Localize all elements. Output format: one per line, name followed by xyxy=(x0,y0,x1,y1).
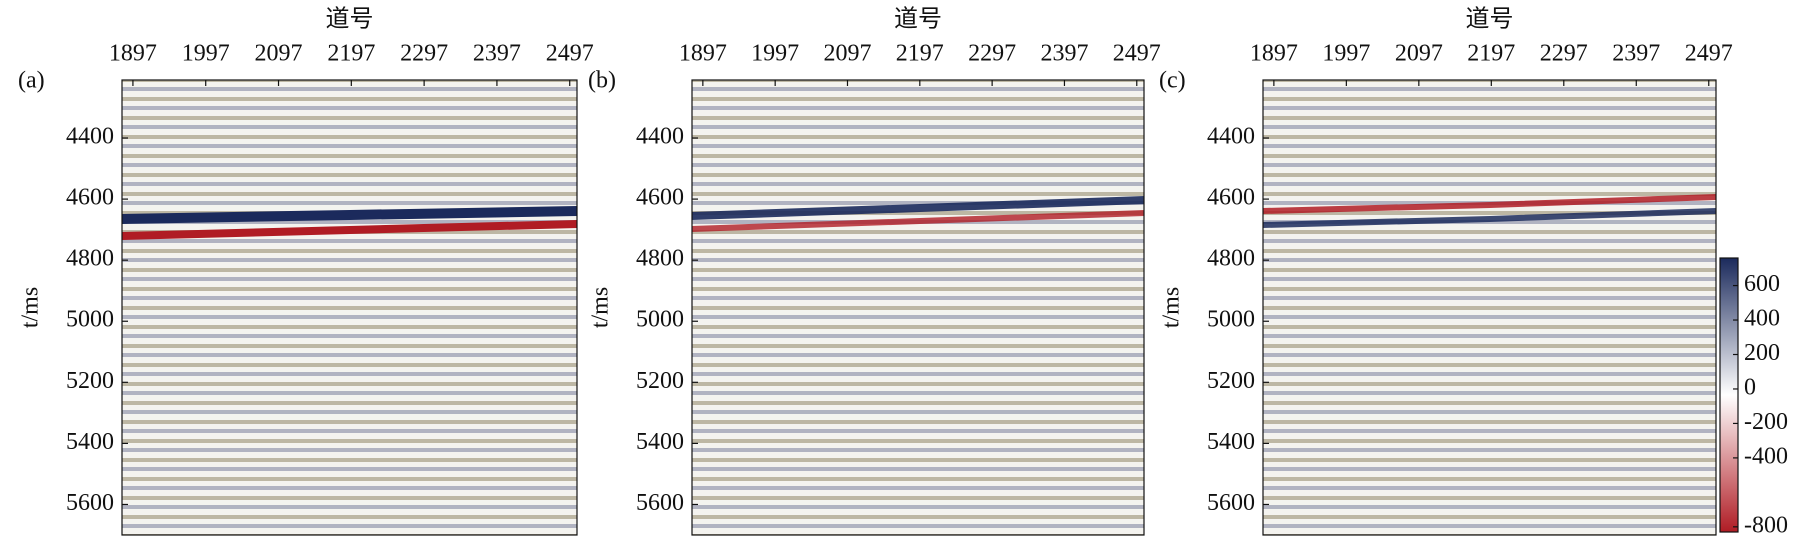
y-tick-label: 5000 xyxy=(636,307,684,333)
y-tick-label: 5200 xyxy=(66,368,114,394)
x-tick-label: 2497 xyxy=(546,41,594,67)
x-tick-label: 2297 xyxy=(968,41,1016,67)
colorbar-tick-label: -200 xyxy=(1744,409,1788,435)
strong-reflector xyxy=(122,206,577,224)
seismic-image xyxy=(1263,80,1716,535)
y-tick-label: 5000 xyxy=(66,307,114,333)
y-tick-label: 5400 xyxy=(1207,429,1255,455)
x-tick-label: 2097 xyxy=(1395,41,1443,67)
panel-label: (a) xyxy=(18,68,45,94)
x-tick-label: 1897 xyxy=(109,41,157,67)
strong-reflector xyxy=(1263,194,1716,214)
y-axis-title: t/ms xyxy=(18,287,44,328)
x-tick-label: 2497 xyxy=(1685,41,1733,67)
strong-reflector xyxy=(122,220,577,240)
x-tick-label: 1997 xyxy=(182,41,230,67)
y-axis-title: t/ms xyxy=(588,287,614,328)
x-tick-label: 1897 xyxy=(1250,41,1298,67)
x-tick-label: 1897 xyxy=(679,41,727,67)
strong-reflector xyxy=(692,196,1144,220)
colorbar xyxy=(1719,257,1739,533)
y-tick-label: 4800 xyxy=(636,246,684,272)
x-tick-label: 2097 xyxy=(255,41,303,67)
y-tick-label: 4400 xyxy=(66,124,114,150)
strong-reflector xyxy=(1263,208,1716,228)
colorbar-tick-label: 600 xyxy=(1744,271,1780,297)
x-tick-label: 2497 xyxy=(1113,41,1161,67)
panel-label: (b) xyxy=(588,68,616,94)
y-tick-label: 4600 xyxy=(636,185,684,211)
seismic-image xyxy=(122,80,577,535)
colorbar-tick-label: -800 xyxy=(1744,512,1788,538)
y-tick-label: 4400 xyxy=(636,124,684,150)
y-tick-label: 4800 xyxy=(66,246,114,272)
y-tick-label: 4400 xyxy=(1207,124,1255,150)
x-axis-title: 道号 xyxy=(894,6,942,33)
x-axis-title: 道号 xyxy=(1466,6,1514,33)
colorbar-tick-label: 400 xyxy=(1744,306,1780,332)
panel-label: (c) xyxy=(1159,68,1186,94)
colorbar-tick-label: 0 xyxy=(1744,374,1756,400)
y-tick-label: 5400 xyxy=(636,429,684,455)
plot-frame xyxy=(1262,79,1717,536)
y-tick-label: 4600 xyxy=(66,185,114,211)
x-tick-label: 2397 xyxy=(1040,41,1088,67)
y-tick-label: 5600 xyxy=(66,490,114,516)
y-tick-label: 4800 xyxy=(1207,246,1255,272)
x-tick-label: 2297 xyxy=(1540,41,1588,67)
colorbar-tick-label: -400 xyxy=(1744,443,1788,469)
seismic-image xyxy=(692,80,1144,535)
plot-frame xyxy=(121,79,578,536)
y-tick-label: 5600 xyxy=(636,490,684,516)
x-axis-title: 道号 xyxy=(326,6,374,33)
strong-reflector xyxy=(692,210,1144,232)
y-tick-label: 5600 xyxy=(1207,490,1255,516)
x-tick-label: 2097 xyxy=(823,41,871,67)
x-tick-label: 2197 xyxy=(327,41,375,67)
x-tick-label: 2397 xyxy=(1612,41,1660,67)
x-tick-label: 1997 xyxy=(751,41,799,67)
y-tick-label: 5200 xyxy=(636,368,684,394)
y-axis-title: t/ms xyxy=(1159,287,1185,328)
x-tick-label: 2197 xyxy=(1467,41,1515,67)
seismic-texture xyxy=(122,80,1716,535)
colorbar-tick-label: 200 xyxy=(1744,340,1780,366)
plot-frame xyxy=(691,79,1145,536)
y-tick-label: 5400 xyxy=(66,429,114,455)
x-tick-label: 2197 xyxy=(896,41,944,67)
y-tick-label: 5000 xyxy=(1207,307,1255,333)
y-tick-label: 4600 xyxy=(1207,185,1255,211)
x-tick-label: 1997 xyxy=(1322,41,1370,67)
x-tick-label: 2397 xyxy=(473,41,521,67)
y-tick-label: 5200 xyxy=(1207,368,1255,394)
x-tick-label: 2297 xyxy=(400,41,448,67)
